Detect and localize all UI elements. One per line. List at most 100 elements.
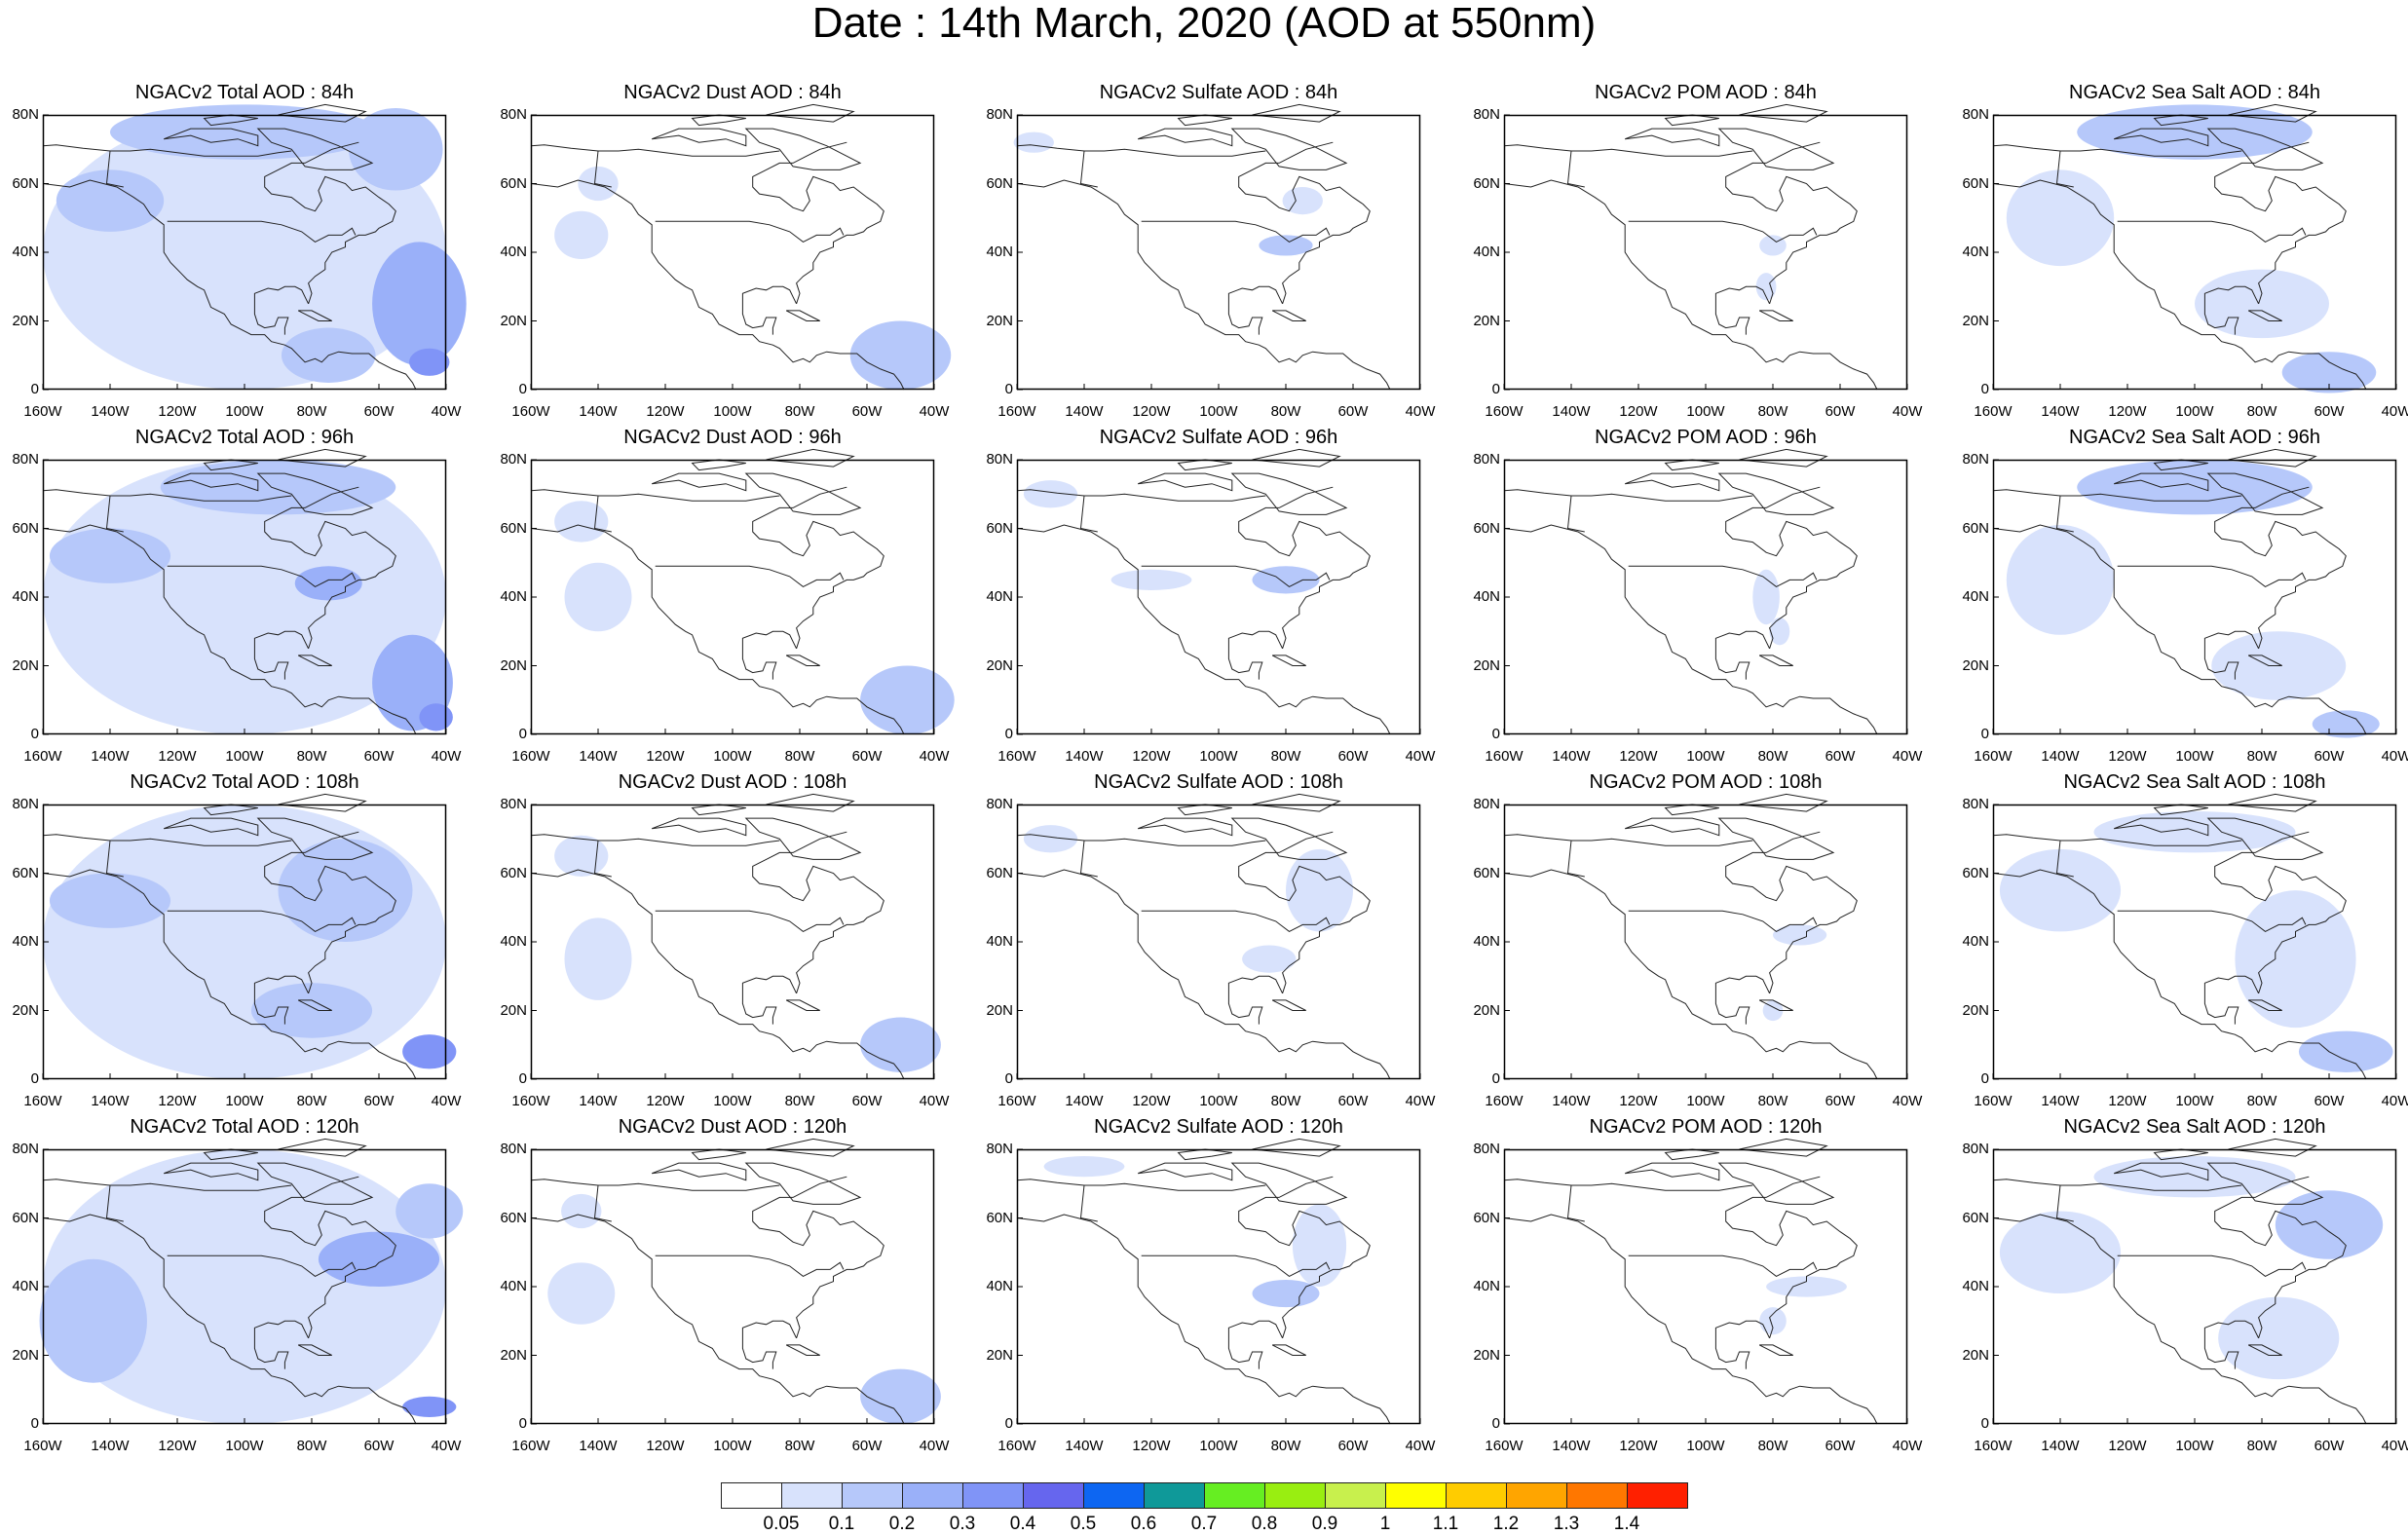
y-tick-label: 20N	[986, 1001, 1013, 1019]
x-tick-label: 60W	[363, 748, 395, 765]
x-tick-label: 120W	[2108, 1438, 2147, 1454]
x-tick-label: 100W	[2175, 1438, 2214, 1454]
y-tick-label: 0	[518, 381, 527, 397]
x-tick-label: 140W	[1552, 403, 1591, 420]
island-coastline	[256, 817, 374, 860]
y-tick-label: 0	[518, 1415, 527, 1432]
x-tick-label: 140W	[1065, 748, 1104, 765]
map-background	[1504, 460, 1907, 734]
panel-title: NGACv2 POM AOD : 120h	[1589, 1116, 1823, 1138]
x-tick-label: 80W	[784, 1438, 815, 1454]
coastline	[1992, 144, 2242, 157]
x-tick-label: 80W	[296, 403, 327, 420]
coastline	[264, 1176, 396, 1339]
island-coastline	[785, 999, 820, 1011]
island-coastline	[1271, 999, 1306, 1011]
y-tick-label: 20N	[12, 1346, 39, 1364]
map-panel: NGACv2 Sea Salt AOD : 84h 0 20N 40N 60N 80N 16…	[1962, 82, 2408, 420]
x-tick-label: 60W	[363, 1093, 395, 1109]
x-tick-label: 60W	[1825, 748, 1856, 765]
x-tick-label: 60W	[363, 1438, 395, 1454]
island-coastline	[785, 1344, 820, 1356]
island-coastline	[1717, 128, 1835, 170]
coastline	[1503, 834, 1753, 846]
island-coastline	[652, 472, 747, 492]
colorbar-label: 0.9	[1311, 1514, 1338, 1534]
x-tick-label: 60W	[1337, 748, 1369, 765]
island-coastline	[744, 1162, 862, 1205]
x-tick-label: 100W	[713, 1438, 752, 1454]
aod-map	[1016, 793, 1421, 1080]
y-tick-label: 20N	[986, 312, 1013, 329]
aod-shading	[318, 1231, 440, 1287]
coastline	[42, 179, 417, 391]
island-coastline	[691, 804, 746, 816]
aod-shading	[2195, 269, 2329, 339]
island-coastline	[2247, 999, 2282, 1011]
coastline	[1016, 1179, 1266, 1191]
y-tick-label: 20N	[1473, 1001, 1500, 1019]
island-coastline	[1252, 103, 1341, 123]
x-tick-label: 60W	[1337, 403, 1369, 420]
y-tick-label: 60N	[12, 174, 39, 192]
coastline	[1503, 144, 1753, 157]
coastline	[1503, 524, 1878, 735]
aod-shading	[2275, 1190, 2384, 1259]
map-panel: NGACv2 POM AOD : 108h 0 20N 40N 60N 80N 160W 14…	[1473, 771, 1922, 1109]
y-tick-label: 40N	[500, 1278, 527, 1294]
island-coastline	[691, 114, 746, 127]
island-coastline	[1717, 472, 1835, 515]
aod-shading	[1023, 480, 1078, 508]
island-coastline	[1717, 1162, 1835, 1205]
country-border	[2117, 565, 2307, 587]
x-tick-label: 120W	[2108, 403, 2147, 420]
map-panel: NGACv2 POM AOD : 84h 0 20N 40N 60N 80N 160W 140…	[1473, 82, 1922, 420]
x-tick-label: 40W	[1405, 1093, 1436, 1109]
island-coastline	[744, 472, 862, 515]
y-tick-label: 60N	[1962, 864, 1989, 881]
coastline	[264, 486, 396, 650]
island-coastline	[1271, 655, 1306, 666]
map-panel: NGACv2 Total AOD : 96h 0 20N 40N 60N 80N 160W 1…	[12, 427, 461, 765]
map-background	[1017, 460, 1420, 734]
y-tick-label: 80N	[500, 1141, 527, 1157]
aod-shading	[554, 501, 609, 543]
coastline	[1503, 489, 1753, 502]
x-tick-label: 140W	[2041, 1438, 2080, 1454]
map-background	[1017, 1149, 1420, 1424]
coastline	[1992, 1179, 2242, 1191]
map-panel: NGACv2 Sulfate AOD : 108h 0 20N 40N 60N 80N 16…	[986, 771, 1435, 1109]
island-coastline	[2206, 1162, 2324, 1205]
island-coastline	[203, 1148, 258, 1161]
country-border	[105, 150, 124, 188]
y-tick-label: 20N	[12, 312, 39, 329]
x-tick-label: 160W	[23, 748, 62, 765]
country-border	[1628, 910, 1818, 932]
island-coastline	[2206, 817, 2324, 860]
colorbar-swatch	[1204, 1482, 1265, 1509]
map-background	[1504, 805, 1907, 1079]
panel-title: NGACv2 POM AOD : 108h	[1589, 771, 1823, 793]
x-tick-label: 160W	[1485, 403, 1524, 420]
island-coastline	[2153, 459, 2208, 471]
coastline	[1992, 524, 2367, 735]
x-tick-label: 100W	[1686, 1093, 1725, 1109]
island-coastline	[1758, 1344, 1793, 1356]
island-coastline	[2114, 817, 2209, 837]
x-tick-label: 60W	[851, 748, 883, 765]
y-tick-label: 80N	[1962, 1141, 1989, 1157]
island-coastline	[1758, 999, 1793, 1011]
x-tick-label: 40W	[1405, 748, 1436, 765]
y-tick-label: 40N	[1962, 933, 1989, 950]
x-tick-label: 160W	[511, 1438, 550, 1454]
x-tick-label: 160W	[997, 403, 1036, 420]
island-coastline	[744, 128, 862, 170]
y-tick-label: 0	[1004, 381, 1013, 397]
panel-title: NGACv2 Dust AOD : 84h	[623, 82, 842, 103]
colorbar-swatch	[902, 1482, 963, 1509]
x-tick-label: 120W	[158, 1093, 197, 1109]
map-panel: NGACv2 Sea Salt AOD : 96h 0 20N 40N 60N 80N 16…	[1962, 427, 2408, 765]
coastline	[253, 1320, 310, 1369]
x-tick-label: 80W	[1270, 748, 1301, 765]
